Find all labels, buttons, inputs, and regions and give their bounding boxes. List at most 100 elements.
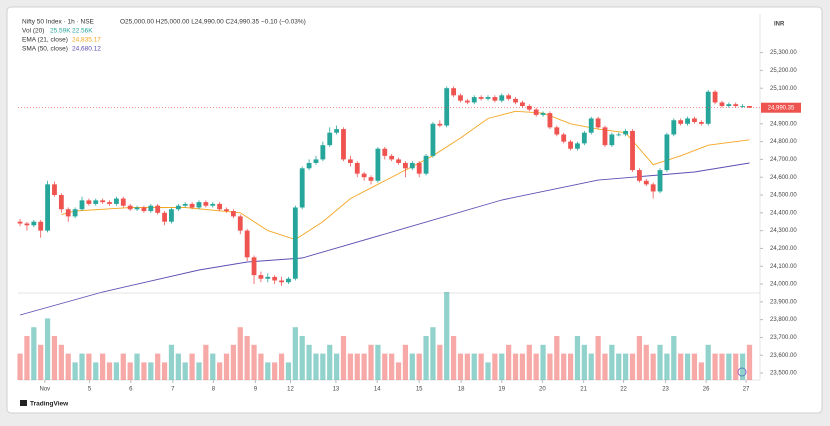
candle-body [499, 95, 505, 101]
candle-body [464, 100, 470, 103]
candle-body [630, 130, 635, 171]
x-tick-label: 14 [374, 387, 381, 393]
volume-bar [127, 362, 133, 380]
y-tick-label: 24,600.00 [770, 175, 797, 181]
y-tick-label: 23,900.00 [770, 299, 797, 305]
volume-bar [120, 353, 126, 380]
volume-bar [382, 353, 388, 380]
volume-bar [650, 353, 656, 380]
volume-bar [244, 336, 250, 380]
x-tick-label: 7 [171, 387, 175, 393]
volume-bar [478, 353, 484, 380]
candle-body [279, 280, 284, 283]
volume-bar [499, 353, 505, 380]
candle-body [17, 221, 23, 224]
candle-body [726, 104, 732, 106]
volume-bar [223, 353, 230, 380]
volume-bar [189, 353, 195, 380]
candle-body [100, 200, 106, 203]
volume-bar [389, 353, 395, 380]
volume-bar [623, 353, 629, 380]
volume-bar [203, 344, 209, 380]
volume-bar [292, 327, 298, 380]
brand: TradingView [30, 401, 69, 408]
candle-body [127, 205, 133, 210]
candle-body [485, 97, 491, 99]
candle-body [492, 97, 498, 101]
volume-bar [402, 344, 409, 380]
volume-bar [464, 353, 470, 380]
y-tick-label: 23,700.00 [770, 335, 797, 341]
candle-body [292, 207, 298, 279]
volume-bar [17, 353, 23, 380]
candle-body [733, 104, 739, 106]
candle-body [747, 105, 752, 108]
candle-body [506, 95, 512, 99]
candle-body [533, 109, 539, 115]
y-tick-label: 24,500.00 [770, 193, 797, 199]
candle-body [175, 205, 181, 210]
volume-bar [148, 362, 154, 380]
candle-body [375, 148, 381, 181]
candle-body [210, 203, 216, 206]
candle-body [519, 102, 525, 106]
candle-body [299, 168, 305, 208]
ohlc-header: O25,000.00 H25,000.00 L24,990.00 C24,990… [120, 19, 306, 26]
volume-bar [230, 344, 237, 380]
candle-body [540, 113, 546, 115]
x-tick-label: 5 [88, 387, 92, 393]
candle-body [286, 278, 291, 283]
volume-bar [285, 362, 292, 380]
candle-body [664, 134, 670, 171]
volume-bar [540, 344, 546, 380]
x-tick-label: 21 [580, 387, 587, 393]
volume-bar [155, 353, 161, 380]
y-tick-label: 23,500.00 [770, 371, 797, 377]
candle-body [423, 155, 429, 174]
candle-body [38, 221, 44, 231]
volume-bar [726, 353, 732, 380]
volume-bar [457, 353, 464, 380]
volume-bar [712, 353, 718, 380]
volume-bar [93, 362, 99, 380]
candle-body [471, 97, 477, 103]
x-tick-label: 15 [416, 387, 423, 393]
candle-body [719, 102, 725, 106]
candle-body [740, 105, 746, 107]
candle-body [657, 170, 663, 192]
volume-bar [354, 353, 360, 380]
volume-bar [258, 353, 264, 380]
volume-bar [237, 327, 243, 380]
candle-body [189, 203, 195, 208]
volume-bar [361, 353, 367, 380]
volume-bar [196, 362, 202, 380]
volume-bar [65, 353, 71, 380]
volume-bar [533, 353, 539, 380]
volume-bar [719, 353, 725, 380]
volume-bar [547, 353, 553, 380]
candle-body [616, 134, 622, 136]
y-tick-label: 24,900.00 [770, 121, 797, 127]
volume-bar [320, 353, 326, 380]
volume-bar [79, 353, 85, 380]
candle-body [409, 162, 415, 169]
y-tick-label: 25,200.00 [770, 68, 797, 74]
y-tick-label: 24,700.00 [770, 157, 797, 163]
candle-body [72, 209, 78, 217]
candle-body [320, 145, 326, 160]
symbol: Nifty 50 Index · 1h · NSE [22, 19, 95, 26]
volume-pane [17, 292, 753, 380]
volume-bar [113, 362, 120, 380]
candle-body [609, 134, 615, 146]
candle-body [643, 180, 649, 185]
x-tick-label: 22 [620, 387, 627, 393]
candle-body [86, 200, 92, 204]
y-tick-label: 24,200.00 [770, 246, 797, 252]
candle-body [52, 184, 57, 196]
candle-body [526, 105, 532, 110]
candle-body [24, 223, 30, 226]
volume-bar [746, 344, 753, 380]
candle-body [341, 129, 346, 160]
y-tick-label: 25,100.00 [770, 86, 797, 92]
volume-bar [430, 327, 436, 380]
